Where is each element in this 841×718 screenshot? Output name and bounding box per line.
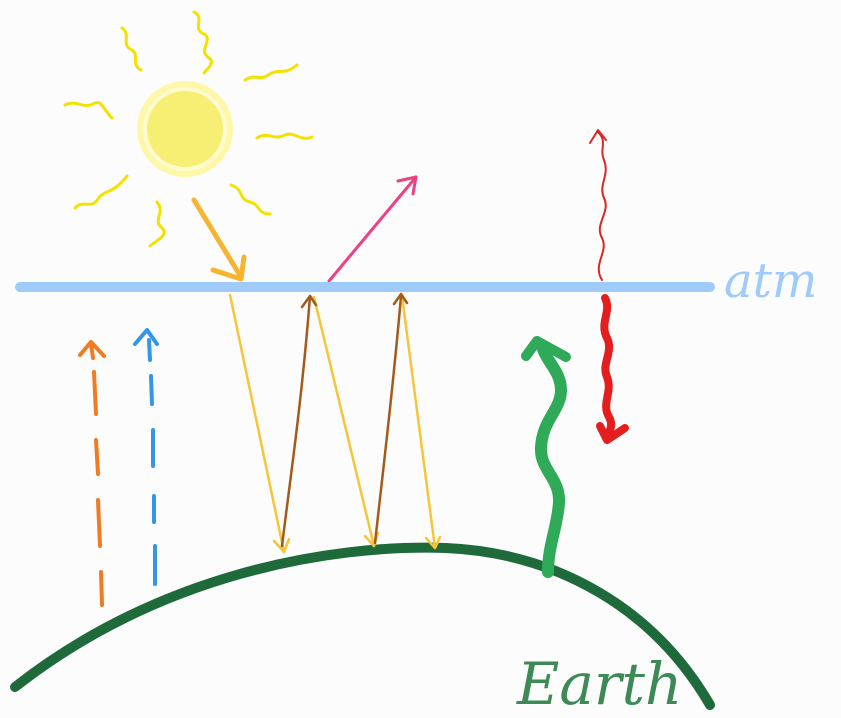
atmosphere-emission-down-arrow: [596, 294, 629, 444]
dashed-blue-arrow: [133, 328, 159, 586]
sun-ray: [255, 132, 314, 140]
zigzag-longwave-rays: [280, 292, 409, 548]
atmosphere-label: atm: [724, 253, 817, 309]
sun-ray: [63, 101, 114, 120]
zigzag-shortwave-rays: [228, 293, 442, 554]
sun-icon: [137, 81, 233, 177]
sun-ray: [120, 26, 143, 72]
earth-curve: [10, 542, 715, 710]
reemitted-longwave-ray: [373, 294, 403, 545]
arrowhead-up-icon: [392, 292, 409, 306]
sun-ray: [243, 63, 299, 82]
transmitted-shortwave-ray: [312, 295, 376, 548]
arrowhead-down-icon: [272, 537, 291, 554]
transmitted-shortwave-ray: [228, 293, 286, 554]
sun-ray: [148, 200, 166, 248]
atmosphere-emission-up-arrow: [589, 129, 607, 281]
transmitted-shortwave-ray: [400, 294, 437, 550]
reemitted-longwave-ray: [280, 294, 312, 548]
sun-rays: [63, 10, 314, 248]
surface-emission-arrow: [521, 336, 571, 578]
arrowhead-down-icon: [424, 535, 442, 550]
arrowhead-up-icon: [300, 294, 318, 309]
incoming-sunlight-arrow: [191, 197, 247, 282]
sun-ray: [192, 10, 213, 75]
sun-ray: [229, 183, 272, 216]
reflected-radiation-arrow: [327, 175, 418, 283]
earth-label: Earth: [516, 650, 682, 718]
dashed-orange-arrow: [78, 340, 106, 607]
sun-ray: [73, 174, 129, 210]
